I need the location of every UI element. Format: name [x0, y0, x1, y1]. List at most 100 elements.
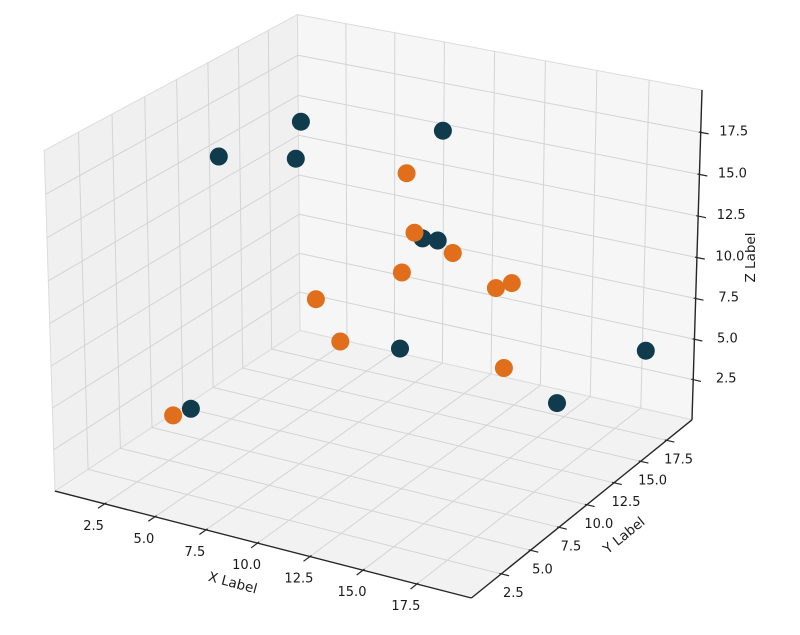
- y-axis-tick: [664, 439, 675, 443]
- axes-panes: [43, 13, 703, 599]
- y-axis-tick-label: 7.5: [561, 539, 582, 554]
- grid-line-x: [205, 362, 443, 531]
- grid-line-x: [104, 340, 348, 505]
- z-axis-tick-label: 15.0: [718, 166, 747, 181]
- data-points: [164, 112, 655, 425]
- grid-line-y: [78, 132, 89, 470]
- z-axis-tick: [696, 215, 707, 219]
- grid-line-z: [50, 213, 300, 367]
- data-point-navy: [433, 121, 452, 140]
- grid-line-y: [271, 348, 667, 441]
- x-axis-tick-label: 5.0: [134, 532, 155, 547]
- z-axis-tick-label: 5.0: [717, 331, 738, 346]
- x-axis-tick-label: 12.5: [284, 572, 313, 587]
- grid-line-z: [298, 134, 699, 217]
- grid-line-z: [298, 94, 700, 175]
- grid-line-x: [154, 351, 395, 518]
- y-axis-tick: [499, 572, 510, 577]
- grid-line-z: [298, 213, 696, 299]
- z-axis-tick: [691, 378, 702, 382]
- grid-line-y: [111, 114, 121, 449]
- data-point-navy: [209, 147, 228, 166]
- data-point-orange: [392, 263, 411, 282]
- y-axis-tick: [528, 549, 539, 553]
- grid-line-z: [45, 54, 299, 195]
- y-axis-tick-label: 15.0: [638, 473, 667, 488]
- y-axis-tick-label: 12.5: [612, 495, 641, 510]
- grid-line-x: [539, 60, 546, 386]
- y-axis-tick: [584, 503, 595, 508]
- z-axis-tick-label: 12.5: [717, 208, 746, 223]
- grid-line-z: [48, 134, 299, 282]
- grid-line-z: [49, 174, 300, 325]
- grid-line-y: [87, 468, 502, 575]
- grid-line-x: [345, 23, 348, 342]
- data-point-orange: [494, 359, 513, 377]
- y-axis-tick: [556, 526, 567, 530]
- x-axis-tick-label: 10.0: [232, 558, 261, 573]
- x-axis-tick-label: 7.5: [185, 545, 206, 560]
- x-axis-tick: [199, 528, 208, 535]
- x-axis-tick: [97, 502, 107, 509]
- grid-line-z: [298, 174, 698, 258]
- data-point-orange: [405, 223, 424, 242]
- x-axis-tick: [410, 582, 419, 590]
- x-axis-tick-label: 15.0: [338, 585, 367, 600]
- z-axis-label: Z Label: [743, 233, 759, 283]
- grid-line-z: [53, 291, 300, 451]
- grid-line-y: [267, 30, 273, 350]
- grid-line-x: [441, 41, 445, 364]
- x-axis-tick: [356, 568, 365, 576]
- z-axis-tick-label: 17.5: [719, 124, 748, 139]
- x-axis-tick-label: 17.5: [391, 599, 420, 614]
- z-axis-tick-label: 2.5: [716, 372, 737, 387]
- z-axis-tick: [692, 338, 703, 342]
- x-axis-tick-label: 2.5: [83, 519, 104, 534]
- grid-line-y: [182, 406, 587, 506]
- data-point-orange: [164, 406, 183, 425]
- axis-ticks: 2.5 5.0 7.5 10.0 12.5 15.0 17.5 2.5 5.0 7.5 10.0 12…: [83, 124, 748, 614]
- data-point-navy: [548, 394, 566, 413]
- x-axis-tick: [147, 515, 157, 522]
- axis-spines: [54, 89, 703, 599]
- grid-line-y: [237, 46, 244, 369]
- z-axis-tick: [693, 297, 704, 301]
- data-point-orange: [443, 244, 462, 262]
- data-point-navy: [181, 399, 200, 418]
- grid-line-x: [490, 51, 496, 375]
- grid-line-x: [257, 373, 492, 544]
- grid-line-z: [52, 252, 300, 409]
- grid-line-y: [144, 96, 153, 428]
- y-axis-tick: [638, 460, 649, 464]
- data-point-orange: [331, 332, 350, 351]
- z-axis-tick: [698, 131, 709, 135]
- data-point-navy: [636, 341, 655, 360]
- grid-line-x: [416, 407, 642, 585]
- grid-line-y: [120, 447, 531, 551]
- x-axis-tick: [250, 541, 260, 549]
- grid-line-z: [299, 291, 694, 381]
- data-point-orange: [397, 164, 416, 183]
- grid-lines: [45, 23, 701, 585]
- x-axis-tick: [303, 554, 312, 562]
- grid-line-x: [589, 70, 598, 397]
- grid-line-x: [309, 384, 541, 558]
- x-axis-label: X Label: [206, 569, 258, 597]
- x-axis-spine: [54, 490, 472, 599]
- grid-line-z: [297, 54, 701, 133]
- z-axis-tick: [697, 173, 708, 177]
- y-axis-tick-label: 2.5: [503, 586, 524, 601]
- data-point-navy: [391, 339, 409, 358]
- data-point-navy: [286, 149, 305, 168]
- data-point-orange: [306, 290, 325, 309]
- y-axis-tick: [611, 481, 622, 486]
- data-point-navy: [428, 231, 447, 250]
- grid-line-z: [46, 94, 299, 239]
- z-axis-tick-label: 10.0: [715, 250, 744, 265]
- data-point-orange: [486, 279, 505, 298]
- grid-line-y: [207, 62, 214, 388]
- z-axis-spine: [691, 89, 703, 420]
- y-axis-spine: [470, 419, 693, 599]
